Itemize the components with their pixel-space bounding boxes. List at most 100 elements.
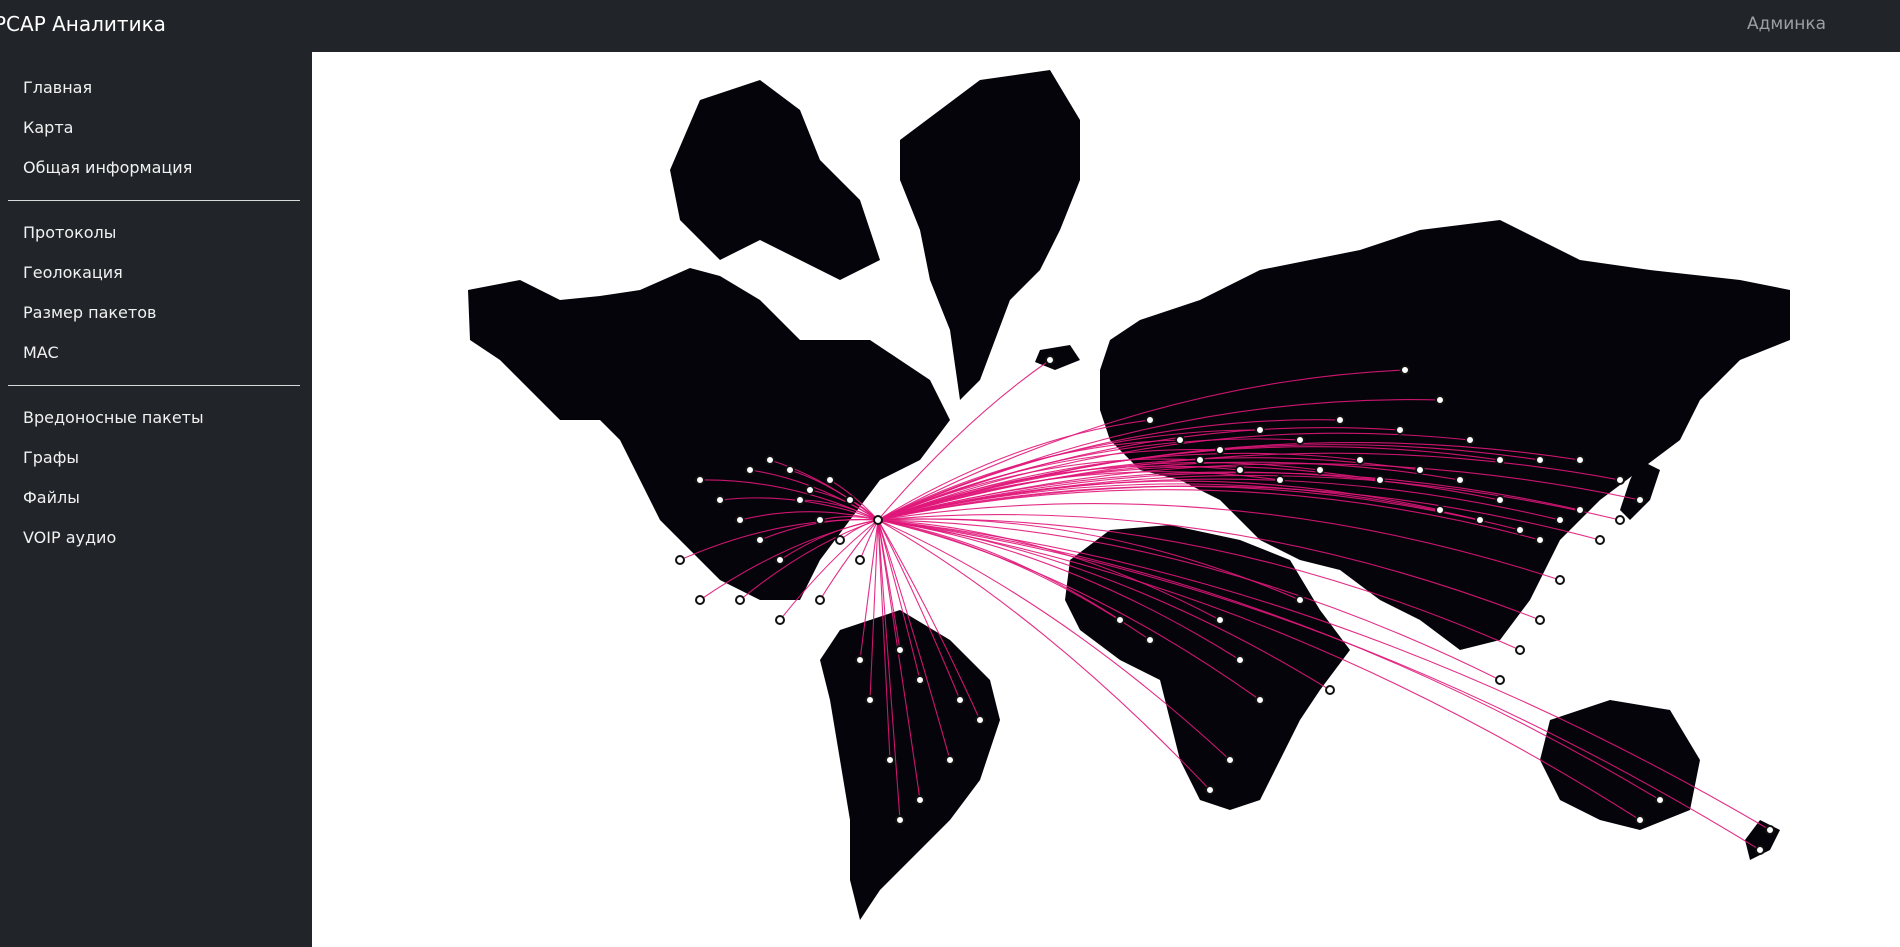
location-marker[interactable] (1145, 415, 1155, 425)
sidebar-item-overview[interactable]: Общая информация (23, 158, 193, 177)
location-marker[interactable] (735, 515, 745, 525)
location-marker[interactable] (835, 535, 845, 545)
location-marker[interactable] (815, 595, 825, 605)
location-marker[interactable] (1515, 645, 1525, 655)
location-marker[interactable] (1045, 355, 1055, 365)
location-marker[interactable] (1495, 455, 1505, 465)
location-marker[interactable] (795, 495, 805, 505)
location-marker[interactable] (915, 795, 925, 805)
location-marker[interactable] (845, 495, 855, 505)
location-marker[interactable] (1215, 615, 1225, 625)
brand-title[interactable]: PCAP Аналитика (0, 12, 166, 36)
connection-arc (799, 499, 879, 521)
location-marker[interactable] (1635, 815, 1645, 825)
location-marker[interactable] (1235, 465, 1245, 475)
location-marker[interactable] (1195, 455, 1205, 465)
location-marker[interactable] (1535, 615, 1545, 625)
location-marker[interactable] (1255, 425, 1265, 435)
connection-arc (877, 519, 1501, 681)
location-marker[interactable] (895, 645, 905, 655)
location-marker[interactable] (915, 675, 925, 685)
location-marker[interactable] (955, 695, 965, 705)
location-marker[interactable] (1495, 495, 1505, 505)
location-marker[interactable] (1555, 515, 1565, 525)
location-marker[interactable] (1415, 465, 1425, 475)
location-marker[interactable] (975, 715, 985, 725)
sidebar-item-files[interactable]: Файлы (23, 488, 80, 507)
location-marker[interactable] (1495, 675, 1505, 685)
location-marker[interactable] (675, 555, 685, 565)
location-marker[interactable] (895, 815, 905, 825)
location-marker[interactable] (1615, 515, 1625, 525)
location-marker[interactable] (1295, 595, 1305, 605)
location-marker[interactable] (1435, 505, 1445, 515)
location-marker[interactable] (1175, 435, 1185, 445)
location-marker[interactable] (695, 595, 705, 605)
location-marker[interactable] (1225, 755, 1235, 765)
sidebar-group-main: Главная Карта Общая информация (0, 52, 312, 188)
sidebar-item-voip-audio[interactable]: VOIP аудио (23, 528, 117, 547)
location-marker[interactable] (1235, 655, 1245, 665)
location-marker[interactable] (865, 695, 875, 705)
location-marker[interactable] (805, 485, 815, 495)
location-marker[interactable] (1615, 475, 1625, 485)
sidebar-item-graphs[interactable]: Графы (23, 448, 80, 467)
location-marker[interactable] (1465, 435, 1475, 445)
location-marker[interactable] (855, 555, 865, 565)
location-marker[interactable] (1555, 575, 1565, 585)
location-marker[interactable] (1400, 365, 1410, 375)
location-marker[interactable] (1295, 435, 1305, 445)
connection-arc (877, 519, 951, 761)
sidebar-item-home[interactable]: Главная (23, 78, 93, 97)
world-map[interactable] (312, 52, 1900, 947)
location-marker[interactable] (775, 555, 785, 565)
location-marker[interactable] (1765, 825, 1775, 835)
location-marker[interactable] (1575, 505, 1585, 515)
sidebar-item-geolocation[interactable]: Геолокация (23, 263, 123, 282)
location-marker[interactable] (1435, 395, 1445, 405)
location-marker[interactable] (1275, 475, 1285, 485)
location-marker[interactable] (1205, 785, 1215, 795)
location-marker[interactable] (1575, 455, 1585, 465)
location-marker[interactable] (1635, 495, 1645, 505)
sidebar-item-protocols[interactable]: Протоколы (23, 223, 117, 242)
location-marker[interactable] (1375, 475, 1385, 485)
location-marker[interactable] (885, 755, 895, 765)
location-marker[interactable] (695, 475, 705, 485)
location-marker[interactable] (1595, 535, 1605, 545)
location-marker[interactable] (1515, 525, 1525, 535)
location-marker[interactable] (825, 475, 835, 485)
location-marker[interactable] (1115, 615, 1125, 625)
location-marker[interactable] (1335, 415, 1345, 425)
location-marker[interactable] (1145, 635, 1155, 645)
location-marker[interactable] (1655, 795, 1665, 805)
location-marker[interactable] (755, 535, 765, 545)
location-marker[interactable] (1455, 475, 1465, 485)
location-marker[interactable] (715, 495, 725, 505)
connection-arc (877, 519, 1261, 701)
location-marker[interactable] (1475, 515, 1485, 525)
sidebar-item-map[interactable]: Карта (23, 118, 74, 137)
location-marker[interactable] (1255, 695, 1265, 705)
admin-link[interactable]: Админка (1747, 14, 1827, 34)
location-marker[interactable] (1535, 535, 1545, 545)
location-marker[interactable] (1315, 465, 1325, 475)
sidebar-item-mac[interactable]: MAC (23, 343, 59, 362)
location-marker[interactable] (873, 515, 883, 525)
sidebar-item-malicious-packets[interactable]: Вредоносные пакеты (23, 408, 204, 427)
location-marker[interactable] (745, 465, 755, 475)
location-marker[interactable] (1755, 845, 1765, 855)
location-marker[interactable] (815, 515, 825, 525)
location-marker[interactable] (1535, 455, 1545, 465)
location-marker[interactable] (1215, 445, 1225, 455)
location-marker[interactable] (765, 455, 775, 465)
location-marker[interactable] (775, 615, 785, 625)
location-marker[interactable] (1395, 425, 1405, 435)
location-marker[interactable] (785, 465, 795, 475)
location-marker[interactable] (735, 595, 745, 605)
location-marker[interactable] (855, 655, 865, 665)
location-marker[interactable] (1325, 685, 1335, 695)
location-marker[interactable] (1355, 455, 1365, 465)
location-marker[interactable] (945, 755, 955, 765)
sidebar-item-packet-size[interactable]: Размер пакетов (23, 303, 157, 322)
